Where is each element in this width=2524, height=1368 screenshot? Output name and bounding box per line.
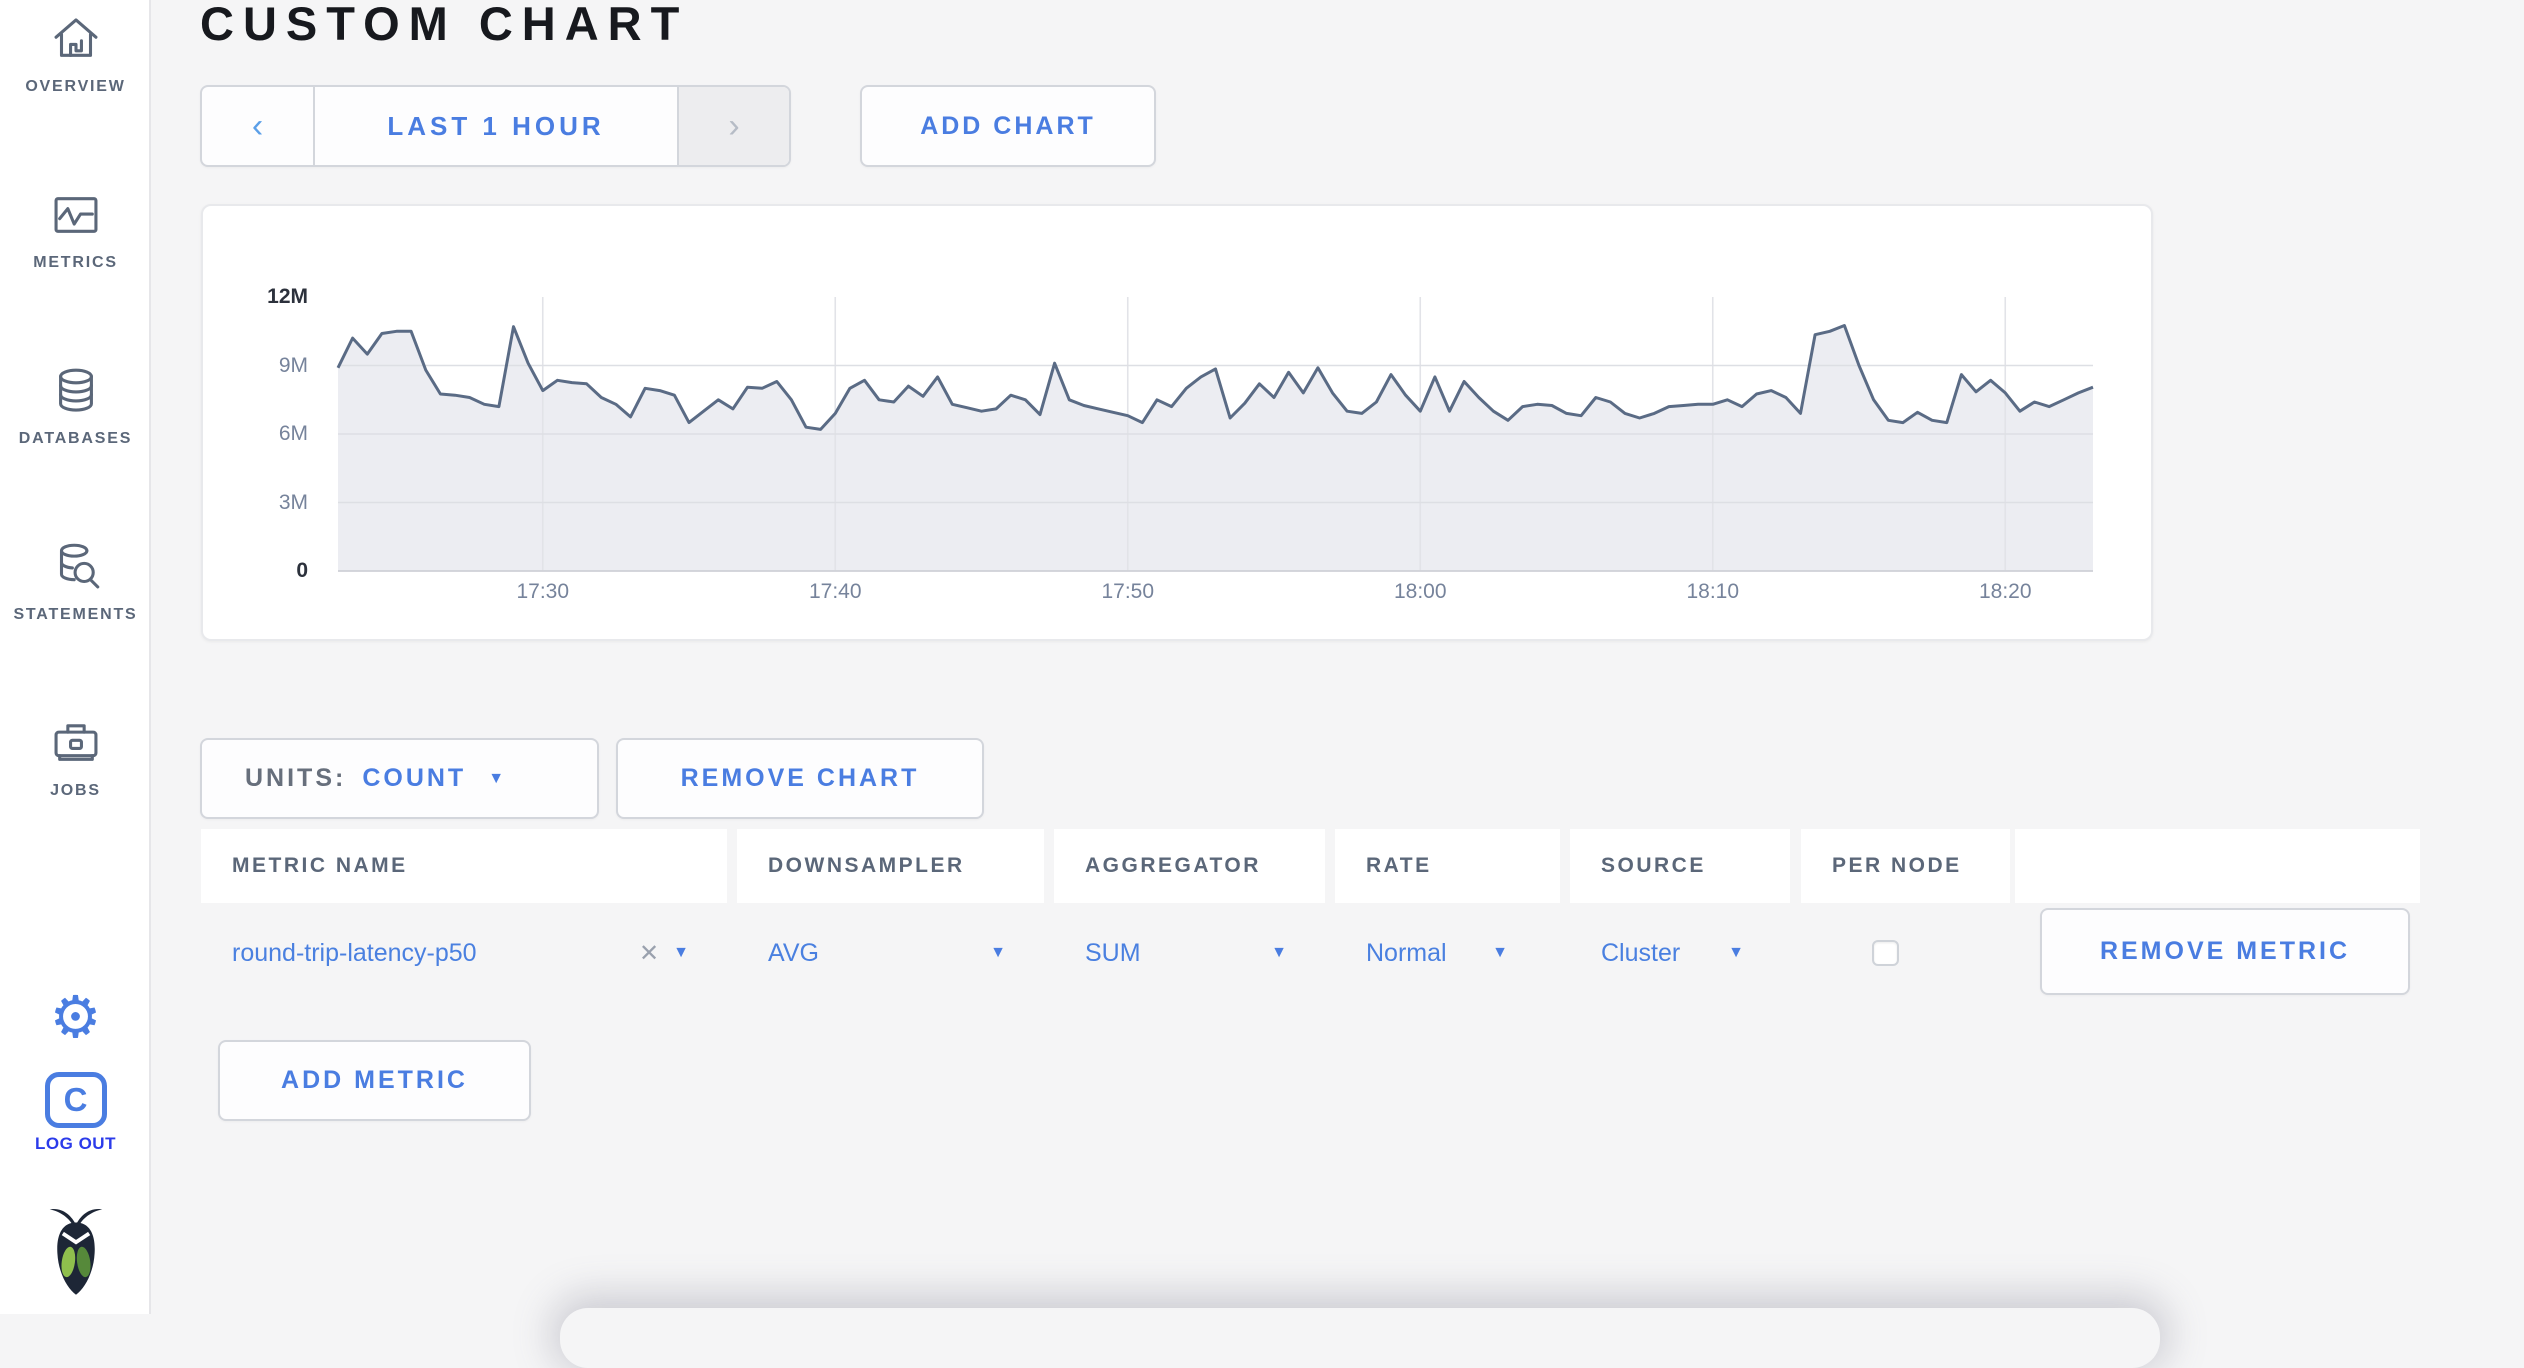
units-label: UNITS: [245,764,347,792]
downsampler-cell: AVG ▼ [737,903,1044,1003]
x-tick-label: 18:00 [1393,580,1447,603]
sidebar-item-label: OVERVIEW [25,78,126,95]
aggregator-cell: SUM ▼ [1054,903,1325,1003]
chevron-down-icon[interactable]: ▼ [1271,944,1287,961]
per-node-checkbox[interactable] [1872,940,1899,966]
sidebar-item-logout[interactable]: C LOG OUT [0,1072,151,1154]
y-tick-label: 0 [296,559,308,582]
time-range-prev-button[interactable]: ‹ [202,87,315,165]
chevron-down-icon[interactable]: ▼ [673,944,689,961]
sidebar-item-overview[interactable]: OVERVIEW [0,10,151,96]
column-header-actions [2015,829,2420,903]
home-icon [47,10,105,73]
cockroach-bug-logo [40,1209,112,1301]
gear-icon: ⚙ [49,983,102,1051]
chart-x-axis: 17:30 17:40 17:50 18:00 18:10 18:20 [338,580,2093,614]
chart-y-axis: 0 3M 6M 9M 12M [203,285,322,582]
aggregator-select[interactable]: SUM [1085,938,1141,967]
remove-chart-button[interactable]: REMOVE CHART [616,738,984,819]
per-node-cell [1801,903,2010,1003]
rate-select[interactable]: Normal [1366,938,1447,967]
bottom-sheet-shadow [560,1308,2160,1368]
sidebar-item-databases[interactable]: DATABASES [0,362,151,448]
chevron-left-icon: ‹ [251,106,264,145]
x-tick-label: 18:20 [1978,580,2032,603]
x-tick-label: 18:10 [1686,580,1740,603]
time-range-next-button[interactable]: › [677,87,789,165]
sidebar-brand [0,1205,151,1302]
jobs-icon [47,714,105,777]
metric-name-value[interactable]: round-trip-latency-p50 [232,938,477,967]
database-icon [47,362,105,425]
column-header-source: SOURCE [1570,829,1790,903]
units-dropdown[interactable]: UNITS: COUNT ▼ [200,738,599,819]
sidebar-item-metrics[interactable]: METRICS [0,186,151,272]
chevron-down-icon: ▼ [488,769,508,787]
source-select[interactable]: Cluster [1601,938,1681,967]
sidebar: OVERVIEW METRICS DATABASES [0,0,151,1314]
sidebar-item-statements[interactable]: STATEMENTS [0,538,151,624]
column-header-metric-name: METRIC NAME [201,829,727,903]
page-title: CUSTOM CHART [200,0,689,50]
metrics-icon [47,186,105,249]
statements-icon [47,538,105,601]
x-tick-label: 17:30 [516,580,570,603]
column-header-rate: RATE [1335,829,1560,903]
logout-label: LOG OUT [35,1134,116,1153]
chart-plot-area[interactable] [336,297,2094,572]
source-cell: Cluster ▼ [1570,903,1790,1003]
y-tick-label: 12M [267,285,308,308]
chevron-right-icon: › [728,106,740,145]
metric-name-cell: round-trip-latency-p50 ✕ ▼ [201,903,727,1003]
sidebar-item-jobs[interactable]: JOBS [0,714,151,800]
units-value: COUNT [362,764,467,792]
sidebar-item-label: STATEMENTS [13,606,138,623]
downsampler-select[interactable]: AVG [768,938,819,967]
column-header-per-node: PER NODE [1801,829,2010,903]
add-metric-button[interactable]: ADD METRIC [218,1040,531,1121]
chevron-down-icon[interactable]: ▼ [990,944,1006,961]
x-tick-label: 17:50 [1101,580,1155,603]
rate-cell: Normal ▼ [1335,903,1560,1003]
sidebar-item-label: JOBS [50,782,101,799]
x-tick-label: 17:40 [808,580,862,603]
sidebar-item-label: METRICS [33,254,118,271]
chevron-down-icon[interactable]: ▼ [1492,944,1508,961]
chevron-down-icon[interactable]: ▼ [1728,944,1744,961]
sidebar-item-label: DATABASES [18,430,133,447]
chart-card: 0 3M 6M 9M 12M 17:30 17:40 17:50 18:00 18:10 18:2… [201,204,2153,641]
y-tick-label: 3M [278,490,308,514]
column-header-aggregator: AGGREGATOR [1054,829,1325,903]
cockroach-c-logo: C [44,1072,107,1128]
time-range-label[interactable]: LAST 1 HOUR [387,110,605,141]
y-tick-label: 9M [278,353,308,377]
main-content: CUSTOM CHART ‹ LAST 1 HOUR › ADD CHART 0… [153,0,2524,1314]
column-header-downsampler: DOWNSAMPLER [737,829,1044,903]
remove-metric-button[interactable]: REMOVE METRIC [2040,908,2410,995]
timeseries-area-chart [336,297,2094,572]
time-range-selector: ‹ LAST 1 HOUR › [200,85,791,167]
clear-metric-icon[interactable]: ✕ [639,939,660,967]
y-tick-label: 6M [278,422,308,445]
sidebar-item-settings[interactable]: ⚙ [0,988,151,1046]
add-chart-button[interactable]: ADD CHART [860,85,1156,167]
